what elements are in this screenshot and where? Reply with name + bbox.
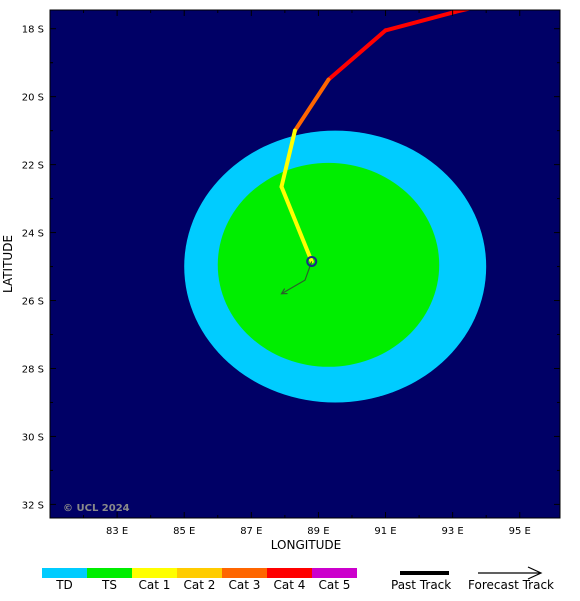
y-tick-label: 20 S [22,93,44,104]
legend-label: TS [102,578,117,592]
past-track-segment [279,128,297,189]
forecast-track-label: Forecast Track [468,578,554,592]
legend-swatch-cat2 [177,568,222,578]
past-track-segment [292,77,331,133]
forecast-arrow-icon [478,566,543,580]
legend-label: Cat 2 [183,578,216,592]
y-axis-title: LATITUDE [1,235,15,293]
legend-label: Cat 5 [318,578,351,592]
legend-swatch-cat5 [312,568,357,578]
legend-swatch-cat4 [267,568,312,578]
x-tick-label: 91 E [374,526,396,537]
storm-center-icon [306,255,318,267]
legend-label: Cat 1 [138,578,171,592]
past-track-segment [326,28,388,82]
y-tick-label: 32 S [22,500,44,511]
x-tick-label: 83 E [106,526,128,537]
past-track-segment [383,10,458,33]
legend-swatch-td [42,568,87,578]
x-tick-label: 87 E [240,526,262,537]
legend-swatch-cat1 [132,568,177,578]
legend-label: Cat 4 [273,578,306,592]
y-tick-label: 22 S [22,161,44,172]
legend-swatch-cat3 [222,568,267,578]
y-tick-label: 28 S [22,364,44,375]
forecast-arrowhead [280,288,288,295]
legend-label: Cat 3 [228,578,261,592]
copyright-label: © UCL 2024 [63,503,130,514]
wind-field-layer [184,130,487,403]
x-tick-label: 89 E [307,526,329,537]
y-tick-label: 24 S [22,229,44,240]
axes-layer: 83 E 85 E 87 E 89 E 91 E 93 E 95 E 18 S 20 S 22 S… [22,10,560,537]
x-tick-label: 93 E [442,526,464,537]
past-track-label: Past Track [391,578,452,592]
y-tick-label: 26 S [22,297,44,308]
wind-field-ts [217,162,440,367]
legend-swatch-ts [87,568,132,578]
plot-frame [49,9,561,519]
track-layer [279,10,472,295]
x-tick-label: 85 E [173,526,195,537]
past-track-segment [279,184,314,264]
y-tick-label: 18 S [22,25,44,36]
x-tick-label: 95 E [509,526,531,537]
x-axis-title: LONGITUDE [271,538,341,552]
forecast-track-line [281,261,313,295]
legend-label: TD [56,578,73,592]
y-tick-label: 30 S [22,432,44,443]
